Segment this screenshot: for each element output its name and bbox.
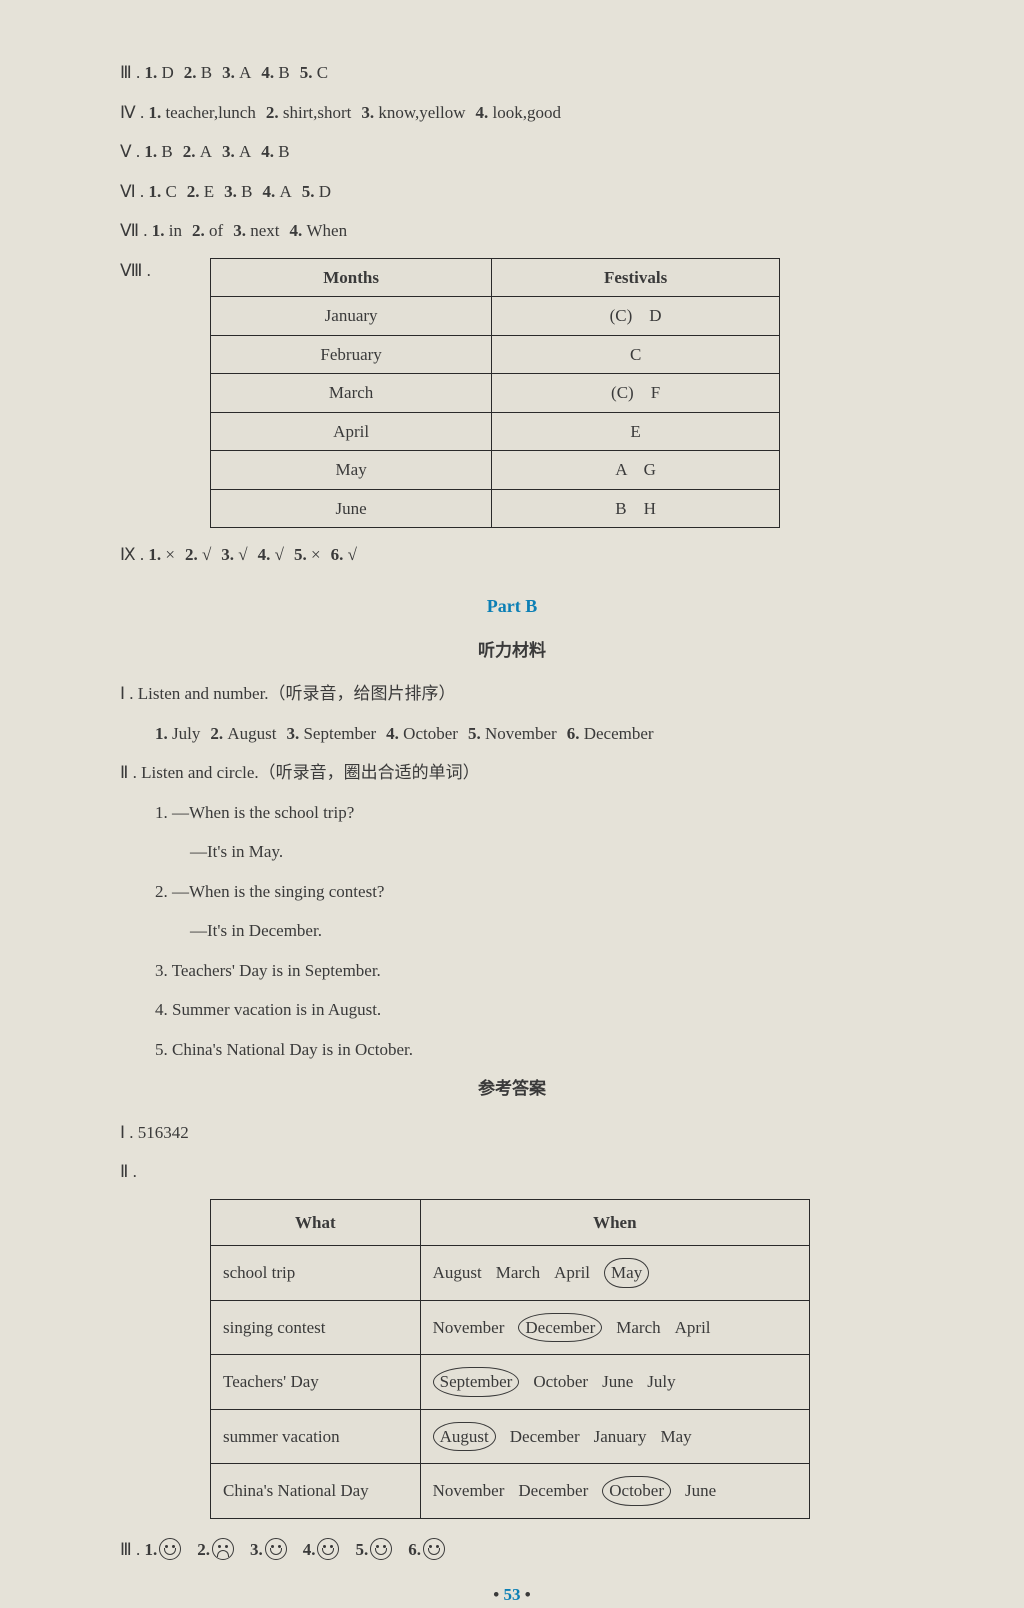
- table-header: What: [211, 1199, 421, 1246]
- section-label: Ⅳ .: [120, 103, 144, 122]
- section-label: Ⅸ .: [120, 545, 144, 564]
- answer-line-4: Ⅳ . 1. teacher,lunch2. shirt,short3. kno…: [120, 100, 904, 126]
- table2-body: school tripAugustMarchAprilMaysinging co…: [211, 1246, 810, 1519]
- listen-2-title: Ⅱ . Listen and circle.（听录音，圈出合适的单词）: [120, 760, 904, 786]
- answer-line-6: Ⅵ . 1. C2. E3. B4. A5. D: [120, 179, 904, 205]
- answer-items: 1. in2. of3. next4. When: [152, 221, 357, 240]
- table-header: Festivals: [492, 258, 780, 297]
- section-label: Ⅴ .: [120, 142, 140, 161]
- section-label: Ⅲ .: [120, 63, 140, 82]
- answer-items: 1. C2. E3. B4. A5. D: [148, 182, 341, 201]
- ans-3: Ⅲ . 1. 2. 3. 4. 5. 6.: [120, 1537, 904, 1563]
- part-b-heading: Part B: [120, 593, 904, 620]
- listening-heading: 听力材料: [120, 638, 904, 664]
- answer-items: 1. D2. B3. A4. B5. C: [144, 63, 338, 82]
- q1b: —It's in May.: [190, 839, 904, 865]
- q4: 4. Summer vacation is in August.: [155, 997, 904, 1023]
- answer-line-3: Ⅲ . 1. D2. B3. A4. B5. C: [120, 60, 904, 86]
- listen-1-items: 1. July2. August3. September4. October5.…: [155, 721, 904, 747]
- q2b: —It's in December.: [190, 918, 904, 944]
- answer-line-5: Ⅴ . 1. B2. A3. A4. B: [120, 139, 904, 165]
- faces-row: 1. 2. 3. 4. 5. 6.: [144, 1540, 461, 1559]
- answer-items: 1. ×2. √3. √4. √5. ×6. √: [148, 545, 367, 564]
- page-footer: • 53 •: [120, 1582, 904, 1608]
- table-body: January(C) DFebruaryCMarch(C) FAprilEMay…: [211, 297, 780, 528]
- ans-1: Ⅰ . 516342: [120, 1120, 904, 1146]
- q1a: 1. —When is the school trip?: [155, 800, 904, 826]
- answer-line-9: Ⅸ . 1. ×2. √3. √4. √5. ×6. √: [120, 542, 904, 568]
- section-8: Ⅷ . Months Festivals January(C) DFebruar…: [120, 258, 904, 529]
- section-label: Ⅵ .: [120, 182, 144, 201]
- table-header: When: [420, 1199, 809, 1246]
- answer-line-7: Ⅶ . 1. in2. of3. next4. When: [120, 218, 904, 244]
- answers-heading: 参考答案: [120, 1076, 904, 1102]
- answer-items: 1. teacher,lunch2. shirt,short3. know,ye…: [148, 103, 571, 122]
- listen-1-title: Ⅰ . Listen and number.（听录音，给图片排序）: [120, 681, 904, 707]
- page-number: 53: [504, 1585, 521, 1604]
- table-header: Months: [211, 258, 492, 297]
- what-when-table: What When school tripAugustMarchAprilMay…: [210, 1199, 810, 1519]
- q2a: 2. —When is the singing contest?: [155, 879, 904, 905]
- months-festivals-table: Months Festivals January(C) DFebruaryCMa…: [210, 258, 780, 529]
- section-label: Ⅶ .: [120, 221, 148, 240]
- ans-2-label: Ⅱ .: [120, 1159, 904, 1185]
- answer-items: 1. B2. A3. A4. B: [144, 142, 299, 161]
- q5: 5. China's National Day is in October.: [155, 1037, 904, 1063]
- q3: 3. Teachers' Day is in September.: [155, 958, 904, 984]
- section-label: Ⅷ .: [120, 258, 210, 284]
